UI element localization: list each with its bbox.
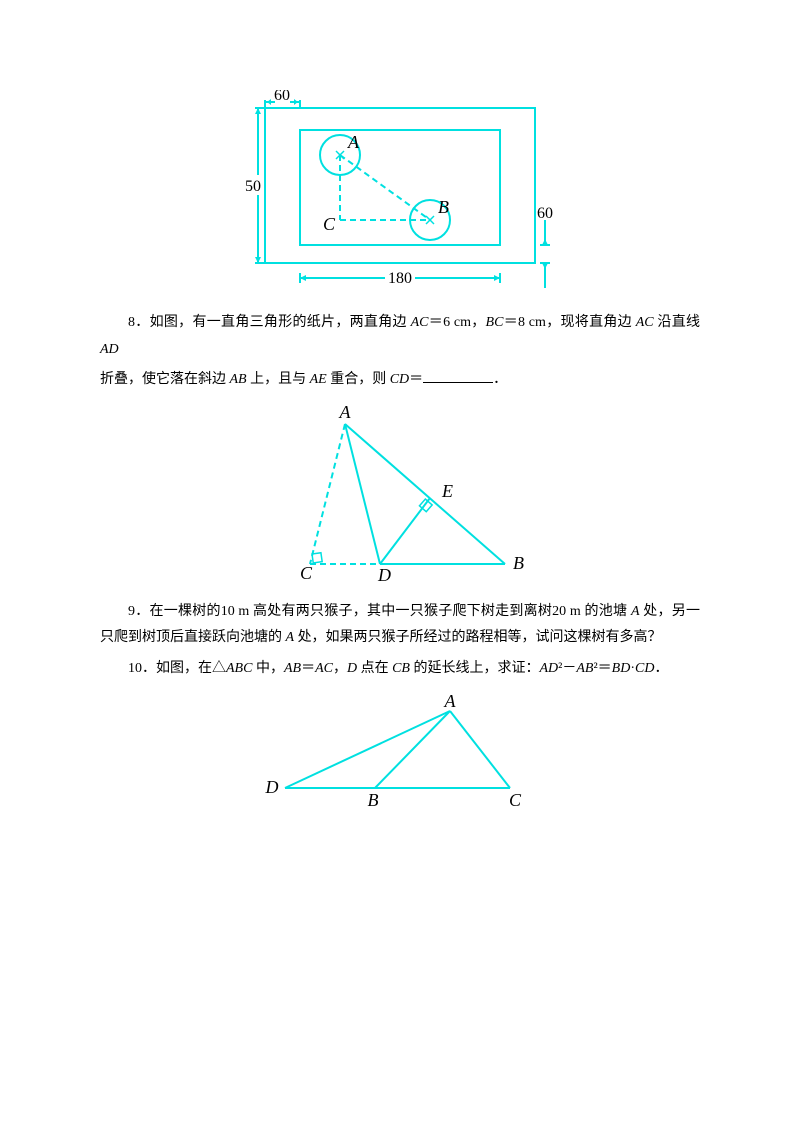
dim-right: 60 [537,205,553,222]
f8-A: A [339,404,352,422]
f10-D: D [265,777,279,797]
f8-D: D [377,565,391,584]
figure-q8: A B C D E [100,404,700,589]
f8-C: C [300,563,313,583]
f8-B: B [513,553,524,573]
q9-text: 9．在一棵树的10 m 高处有两只猴子，其中一只猴子爬下树走到离树20 m 的池… [100,599,700,652]
dim-left: 150 [245,178,261,195]
label-A: A [347,132,360,152]
f10-B: B [368,790,379,810]
q10-text: 10．如图，在△ABC 中，AB＝AC，D 点在 CB 的延长线上，求证：AD²… [100,656,700,683]
label-B: B [438,197,449,217]
q8-blank[interactable] [423,368,493,383]
q8-line2: 折叠，使它落在斜边 AB 上，且与 AE 重合，则 CD＝． [100,367,700,394]
dim-top: 60 [274,90,290,104]
f8-E: E [441,481,453,501]
figure-q10: A B C D [100,693,700,818]
svg-triangle-fold: A B C D E [250,404,550,584]
svg-triangle-ext: A B C D [255,693,545,813]
dim-bottom: 180 [388,270,412,287]
q8-line1: 8．如图，有一直角三角形的纸片，两直角边 AC＝6 cm，BC＝8 cm，现将直… [100,310,700,363]
figure-q7: 60 150 180 60 [100,90,700,300]
svg-rect-diagram: 60 150 180 60 [245,90,555,295]
f10-C: C [509,790,522,810]
f10-A: A [444,693,457,711]
label-C: C [323,214,336,234]
